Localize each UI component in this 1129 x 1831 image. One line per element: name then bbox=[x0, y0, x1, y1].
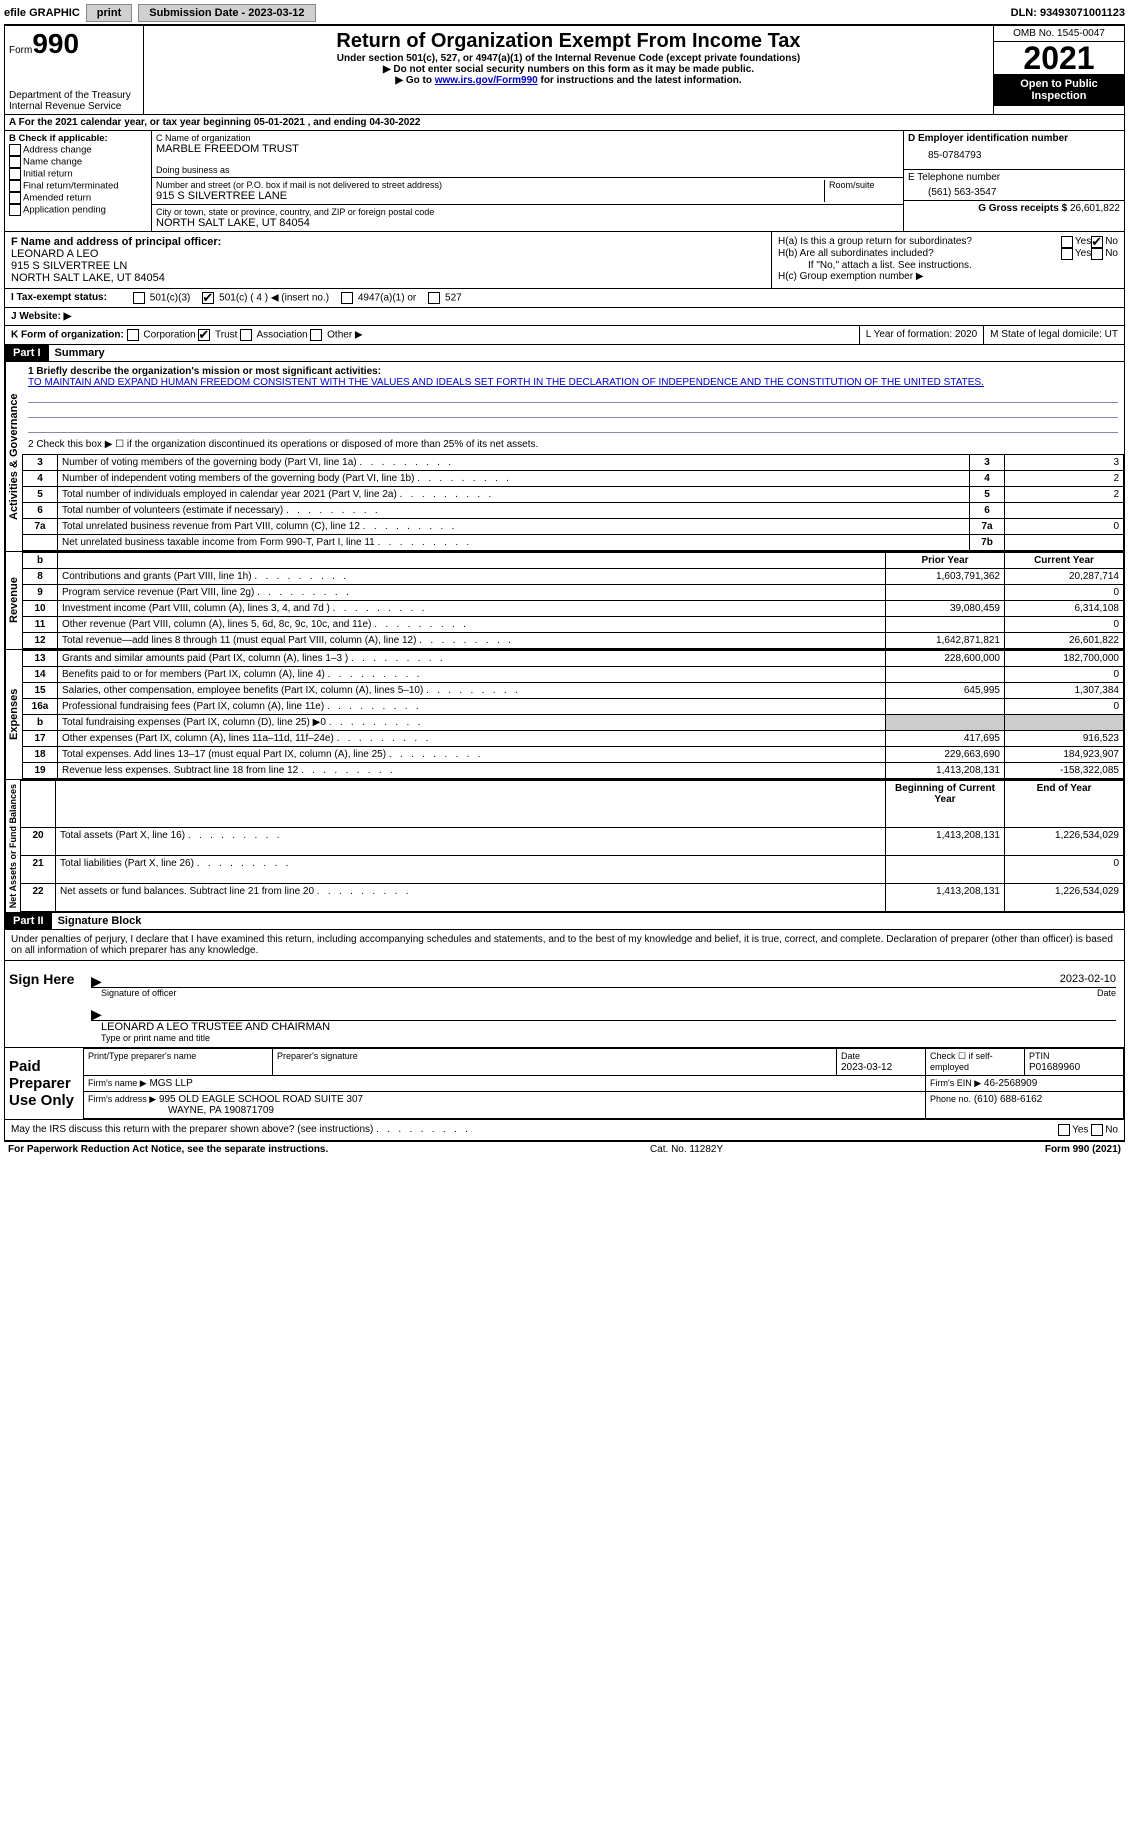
check-initial[interactable] bbox=[9, 168, 21, 180]
col-b-checkboxes: B Check if applicable: Address change Na… bbox=[5, 131, 152, 231]
check-4947[interactable] bbox=[341, 292, 353, 304]
year-formation: L Year of formation: 2020 bbox=[859, 326, 983, 344]
expenses-section: Expenses 13Grants and similar amounts pa… bbox=[4, 650, 1125, 780]
row-a-period: A For the 2021 calendar year, or tax yea… bbox=[4, 115, 1125, 131]
side-expenses: Expenses bbox=[5, 650, 22, 779]
form-number: 990 bbox=[32, 28, 79, 59]
penalty-text: Under penalties of perjury, I declare th… bbox=[4, 930, 1125, 961]
paid-preparer-block: Paid Preparer Use Only Print/Type prepar… bbox=[4, 1048, 1125, 1120]
officer-h-block: F Name and address of principal officer:… bbox=[4, 232, 1125, 289]
net-table: Beginning of Current YearEnd of Year20To… bbox=[20, 780, 1124, 912]
officer-addr2: NORTH SALT LAKE, UT 84054 bbox=[11, 272, 765, 284]
check-501c[interactable] bbox=[202, 292, 214, 304]
part1-bar: Part I Summary bbox=[4, 345, 1125, 362]
discuss-no[interactable] bbox=[1091, 1124, 1103, 1136]
check-addr-change[interactable] bbox=[9, 144, 21, 156]
gross-receipts: 26,601,822 bbox=[1070, 203, 1120, 214]
tax-status-row: I Tax-exempt status: 501(c)(3) 501(c) ( … bbox=[4, 289, 1125, 308]
part2-bar: Part II Signature Block bbox=[4, 913, 1125, 930]
efile-label: efile GRAPHIC bbox=[4, 7, 80, 19]
ein-value: 85-0784793 bbox=[908, 144, 1120, 167]
ha-yes[interactable] bbox=[1061, 236, 1073, 248]
ha-no[interactable] bbox=[1091, 236, 1103, 248]
check-pending[interactable] bbox=[9, 204, 21, 216]
website-row: J Website: ▶ bbox=[4, 308, 1125, 326]
org-city: NORTH SALT LAKE, UT 84054 bbox=[156, 217, 899, 229]
check-final[interactable] bbox=[9, 180, 21, 192]
subtitle-1: Under section 501(c), 527, or 4947(a)(1)… bbox=[148, 53, 989, 64]
subtitle-2: ▶ Do not enter social security numbers o… bbox=[148, 64, 989, 75]
revenue-section: Revenue bPrior YearCurrent Year8Contribu… bbox=[4, 552, 1125, 650]
net-section: Net Assets or Fund Balances Beginning of… bbox=[4, 780, 1125, 913]
ptin-value: P01689960 bbox=[1029, 1062, 1080, 1073]
activities-table: 3Number of voting members of the governi… bbox=[22, 454, 1124, 551]
discuss-yes[interactable] bbox=[1058, 1124, 1070, 1136]
check-name-change[interactable] bbox=[9, 156, 21, 168]
officer-name: LEONARD A LEO bbox=[11, 248, 765, 260]
instructions-link[interactable]: www.irs.gov/Form990 bbox=[435, 75, 538, 86]
mission-text: TO MAINTAIN AND EXPAND HUMAN FREEDOM CON… bbox=[28, 377, 1118, 388]
form-header: Form990 Department of the Treasury Inter… bbox=[4, 26, 1125, 115]
check-amended[interactable] bbox=[9, 192, 21, 204]
dln-label: DLN: 93493071001123 bbox=[1011, 7, 1125, 19]
form-title: Return of Organization Exempt From Incom… bbox=[148, 30, 989, 53]
side-activities: Activities & Governance bbox=[5, 362, 22, 551]
form-label: Form bbox=[9, 45, 32, 56]
tax-year: 2021 bbox=[994, 42, 1124, 74]
firm-ein: 46-2568909 bbox=[984, 1078, 1037, 1089]
hb-no[interactable] bbox=[1091, 248, 1103, 260]
check-trust[interactable] bbox=[198, 329, 210, 341]
firm-name: MGS LLP bbox=[149, 1078, 192, 1089]
sig-date: 2023-02-10 bbox=[1060, 973, 1116, 987]
print-button[interactable]: print bbox=[86, 4, 132, 22]
officer-name-title: LEONARD A LEO TRUSTEE AND CHAIRMAN bbox=[91, 1021, 1116, 1033]
hb-yes[interactable] bbox=[1061, 248, 1073, 260]
check-corp[interactable] bbox=[127, 329, 139, 341]
prep-date: 2023-03-12 bbox=[841, 1062, 892, 1073]
officer-addr1: 915 S SILVERTREE LN bbox=[11, 260, 765, 272]
firm-addr: 995 OLD EAGLE SCHOOL ROAD SUITE 307 bbox=[159, 1094, 363, 1105]
k-row: K Form of organization: Corporation Trus… bbox=[4, 326, 1125, 345]
telephone: (561) 563-3547 bbox=[908, 183, 1120, 198]
check-assoc[interactable] bbox=[240, 329, 252, 341]
activities-section: Activities & Governance 1 Briefly descri… bbox=[4, 362, 1125, 552]
org-name: MARBLE FREEDOM TRUST bbox=[156, 143, 899, 155]
identity-block: B Check if applicable: Address change Na… bbox=[4, 131, 1125, 232]
check-other[interactable] bbox=[310, 329, 322, 341]
org-street: 915 S SILVERTREE LANE bbox=[156, 190, 824, 202]
revenue-table: bPrior YearCurrent Year8Contributions an… bbox=[22, 552, 1124, 649]
discuss-row: May the IRS discuss this return with the… bbox=[4, 1120, 1125, 1141]
side-net: Net Assets or Fund Balances bbox=[5, 780, 20, 912]
col-d-info: D Employer identification number 85-0784… bbox=[903, 131, 1124, 231]
expenses-table: 13Grants and similar amounts paid (Part … bbox=[22, 650, 1124, 779]
submission-date: Submission Date - 2023-03-12 bbox=[138, 4, 315, 22]
col-c-org: C Name of organization MARBLE FREEDOM TR… bbox=[152, 131, 903, 231]
subtitle-3: ▶ Go to www.irs.gov/Form990 for instruct… bbox=[148, 75, 989, 86]
top-bar: efile GRAPHIC print Submission Date - 20… bbox=[4, 4, 1125, 26]
check-527[interactable] bbox=[428, 292, 440, 304]
firm-phone: (610) 688-6162 bbox=[974, 1094, 1042, 1105]
page-footer: For Paperwork Reduction Act Notice, see … bbox=[4, 1141, 1125, 1157]
open-to-public: Open to Public Inspection bbox=[994, 74, 1124, 106]
check-501c3[interactable] bbox=[133, 292, 145, 304]
sign-here-block: Sign Here ▶2023-02-10 Signature of offic… bbox=[4, 961, 1125, 1048]
state-domicile: M State of legal domicile: UT bbox=[983, 326, 1124, 344]
dept-label: Department of the Treasury Internal Reve… bbox=[9, 90, 139, 112]
side-revenue: Revenue bbox=[5, 552, 22, 649]
